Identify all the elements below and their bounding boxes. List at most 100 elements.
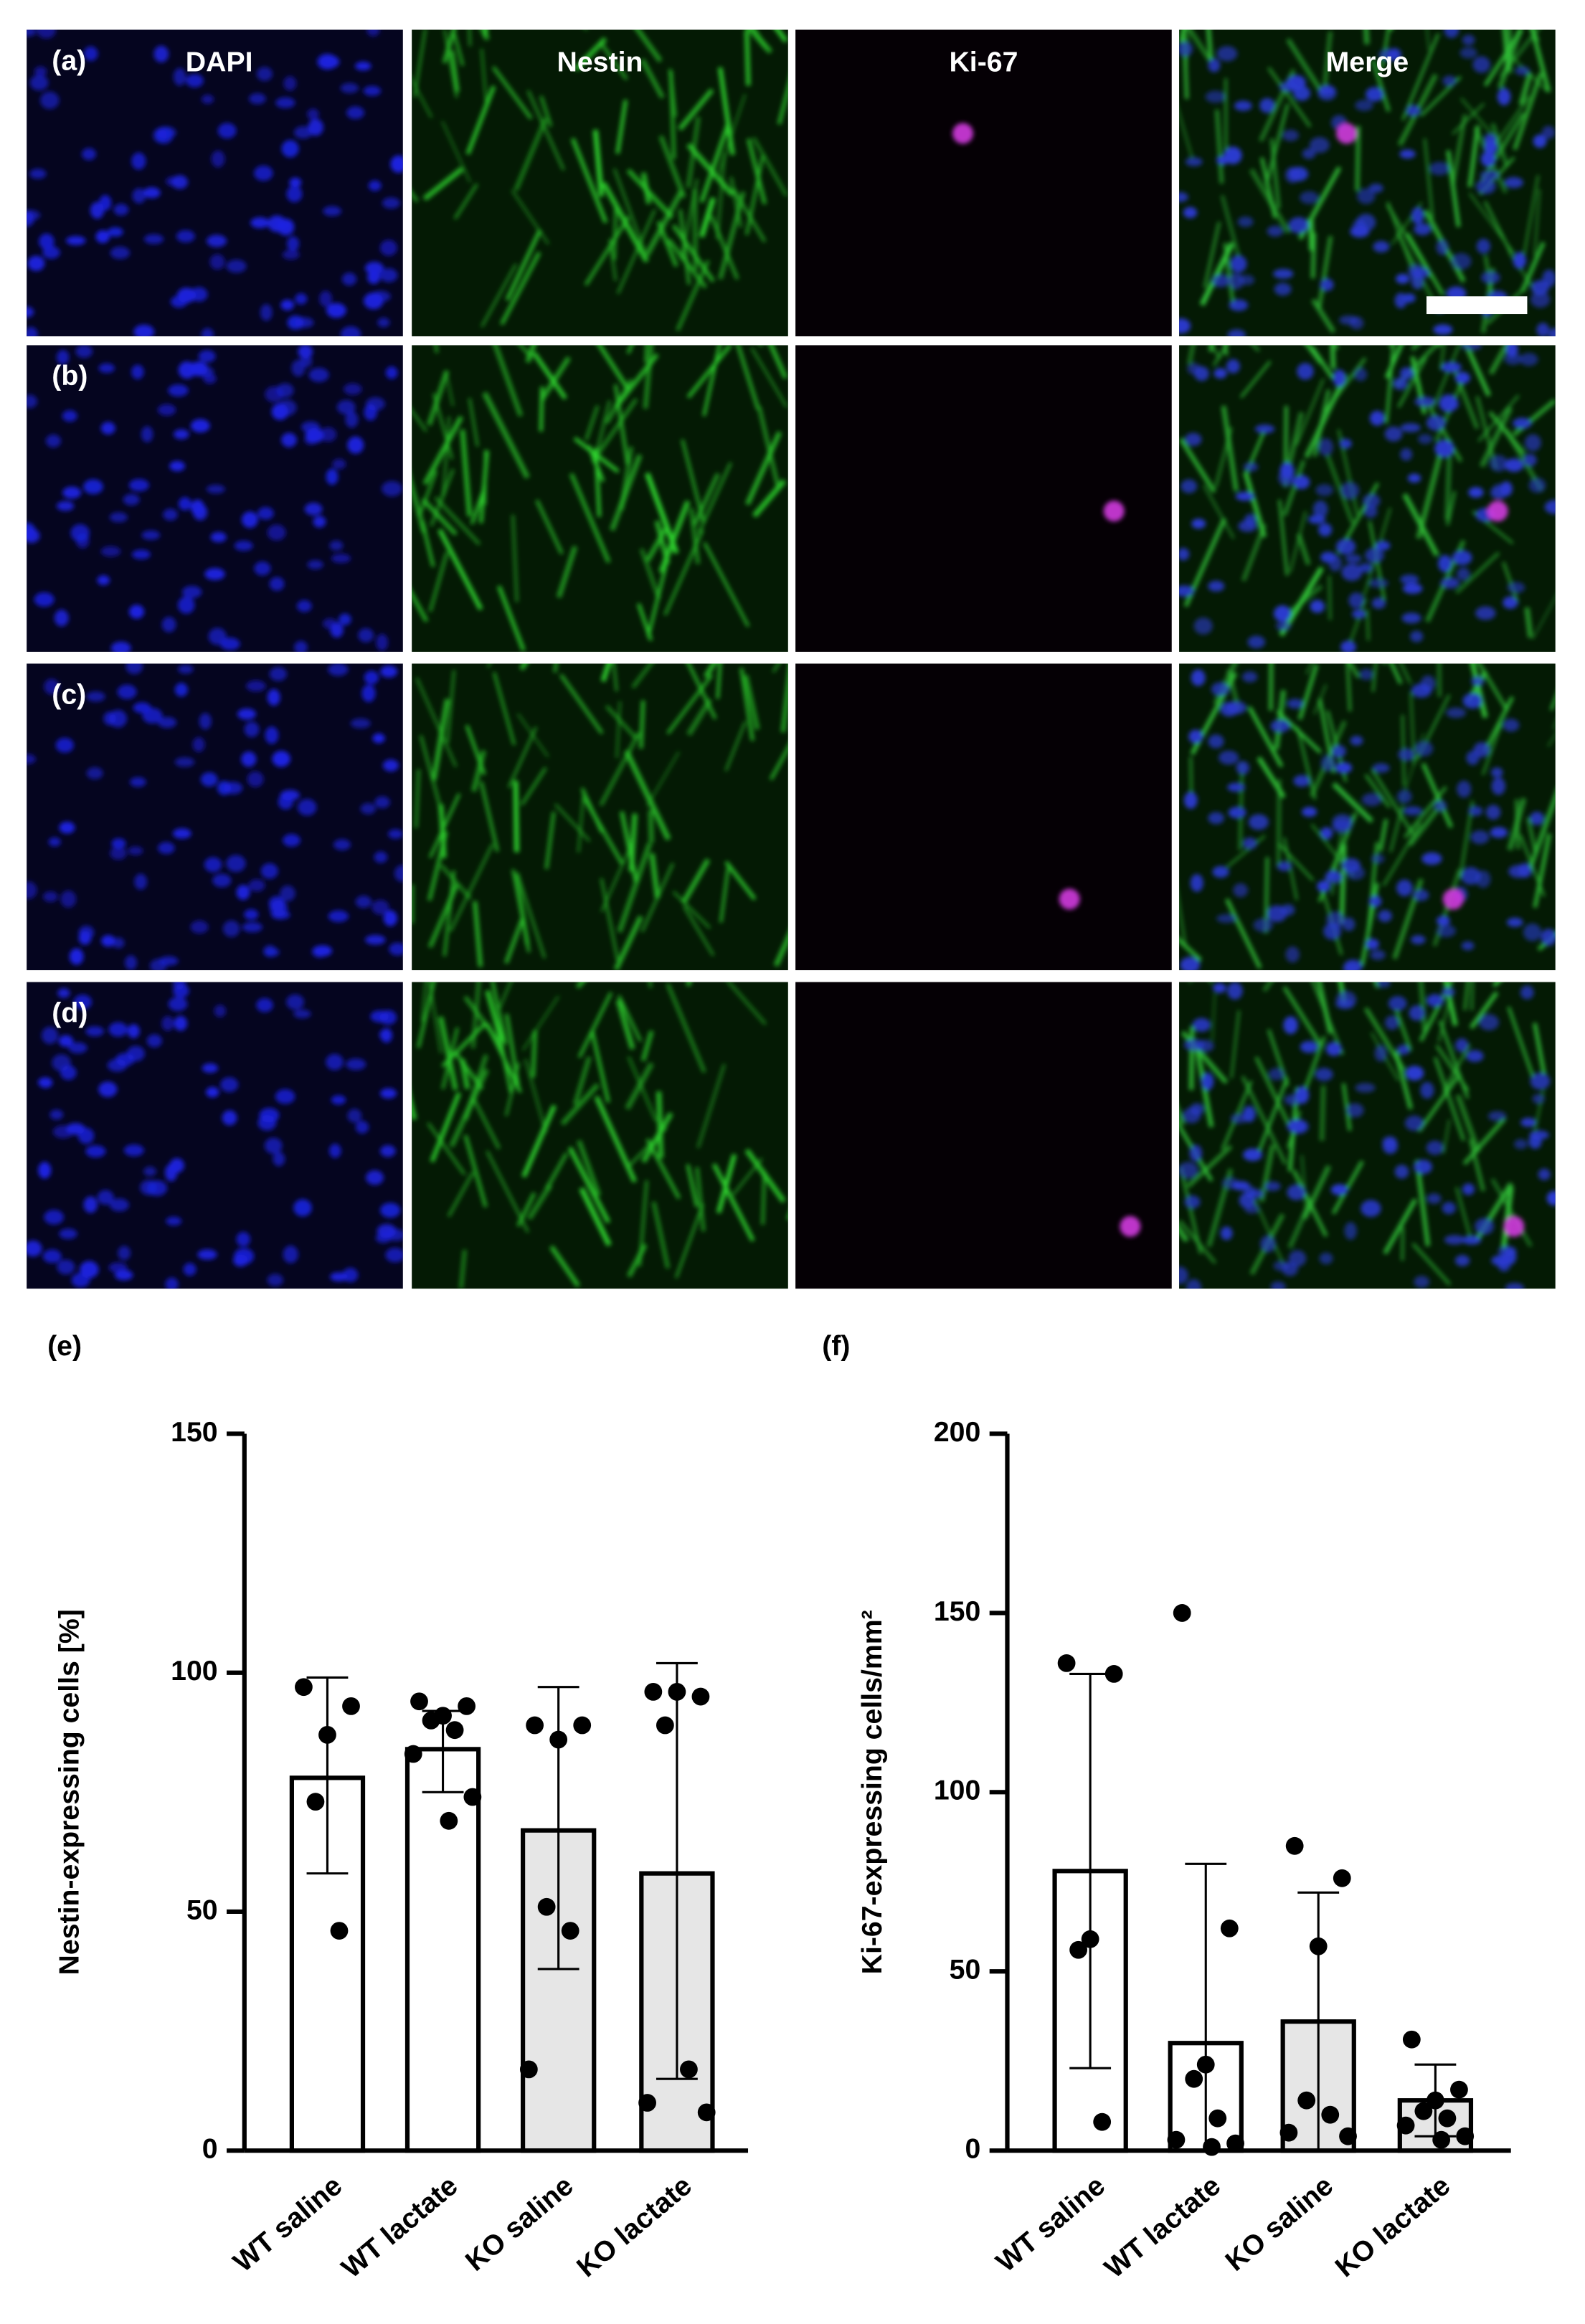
nucleus [1181,479,1198,493]
fiber [471,750,486,792]
fiber [635,29,663,63]
row-label: (b) [52,360,87,392]
nucleus [158,956,179,966]
nucleus [1433,324,1453,335]
nucleus [286,236,300,252]
nucleus [1318,438,1333,456]
fiber [716,153,727,239]
nucleus [37,29,56,39]
fiber [1520,242,1546,293]
fiber [1446,150,1461,227]
fiber [521,1104,557,1178]
fiber [1310,232,1317,279]
nucleus [1221,1177,1239,1190]
nucleus [1363,493,1381,508]
nucleus [1227,782,1246,792]
nucleus [249,93,266,105]
nucleus [1426,415,1446,431]
nucleus [83,46,98,62]
fiber [599,731,641,807]
nucleus [1434,800,1447,812]
nucleus [1312,500,1328,518]
nucleus [328,910,349,922]
fiber [1319,1085,1326,1141]
nucleus [1382,1138,1398,1154]
nucleus [1361,793,1382,807]
nucleus [220,1077,239,1093]
nucleus [1310,599,1325,613]
nucleus [1287,698,1304,709]
nucleus [27,327,38,337]
nucleus [1409,1005,1426,1021]
nucleus [326,303,346,318]
nucleus [1437,916,1450,926]
fiber [739,668,754,741]
nucleus [142,708,163,724]
nucleus [1530,1072,1551,1090]
fiber [613,384,630,465]
nucleus [1536,323,1550,337]
nucleus [295,293,308,305]
nucleus [1436,239,1449,255]
fiber [1286,38,1325,96]
nucleus [112,937,125,949]
nucleus [1461,345,1482,351]
nucleus [27,528,40,544]
nucleus [1243,1148,1262,1162]
nucleus [254,165,273,181]
nucleus [264,1137,283,1154]
nucleus [1309,137,1330,153]
data-point [1396,2116,1415,2135]
nucleus [62,486,82,499]
fiber [649,853,661,898]
nucleus [71,1272,90,1288]
fiber [574,37,607,72]
nucleus [1411,935,1426,944]
nucleus [85,1026,105,1037]
nucleus [1462,1183,1475,1195]
fiber [615,100,628,154]
nucleus [380,665,398,678]
nucleus [1332,814,1353,830]
fiber [594,1096,637,1183]
x-tick-label: WT lactate [1099,2170,1227,2285]
fiber [777,82,788,125]
nucleus [1523,923,1542,942]
chart-title: (f) [822,1330,850,1362]
nucleus [382,759,399,772]
nucleus [1274,605,1292,622]
nucleus [370,1010,389,1023]
nucleus [382,197,400,209]
nucleus [355,1120,369,1134]
fiber [1238,762,1244,850]
nucleus [1541,125,1556,139]
nucleus [366,29,380,37]
nucleus [1530,811,1544,825]
fiber [441,120,471,183]
image-background [795,345,1172,652]
fiber [1325,455,1355,524]
fiber [524,1058,547,1134]
fiber [1187,29,1212,62]
nucleus [1439,394,1458,412]
nucleus [1404,1115,1424,1132]
nucleus [1546,1190,1556,1206]
fiber [644,190,684,257]
fiber [415,677,458,767]
fiber [440,864,472,900]
fiber [569,473,611,564]
fiber [443,29,458,98]
nucleus [29,169,47,179]
data-point [549,1730,568,1749]
fiber [1462,1117,1507,1165]
nucleus [254,561,271,576]
fiber [505,1013,520,1086]
fiber [447,1172,474,1218]
fiber [514,118,548,191]
nucleus [124,955,137,970]
fiber [1317,235,1333,308]
nucleus [1212,865,1229,878]
fiber [644,345,648,363]
nucleus [1241,671,1258,683]
